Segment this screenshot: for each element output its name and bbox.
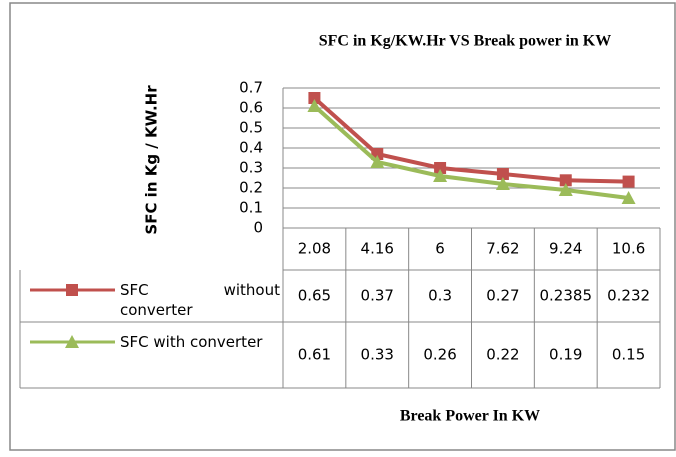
x-tick-label: 4.16 xyxy=(361,240,394,258)
x-tick-label: 2.08 xyxy=(298,240,331,258)
data-table-value: 0.15 xyxy=(612,346,645,364)
data-table-value: 0.232 xyxy=(607,287,650,305)
legend-label: SFC with converter xyxy=(120,333,263,351)
data-point xyxy=(558,183,573,196)
data-table-value: 0.61 xyxy=(298,346,331,364)
data-table-value: 0.37 xyxy=(361,287,394,305)
y-tick-label: 0 xyxy=(253,219,263,237)
y-tick-label: 0.5 xyxy=(239,119,263,137)
data-table-value: 0.22 xyxy=(486,346,519,364)
data-point xyxy=(370,155,385,168)
data-table-value: 0.65 xyxy=(298,287,331,305)
y-tick-label: 0.4 xyxy=(239,139,263,157)
legend-label: SFC without converter xyxy=(120,281,280,319)
data-table-value: 0.26 xyxy=(423,346,456,364)
data-point xyxy=(433,169,448,182)
data-point xyxy=(495,177,510,190)
data-point xyxy=(307,99,322,112)
data-point xyxy=(559,174,572,187)
y-tick-label: 0.2 xyxy=(239,179,263,197)
x-tick-label: 7.62 xyxy=(486,240,519,258)
data-table-value: 0.3 xyxy=(428,287,452,305)
series-line xyxy=(313,96,629,184)
data-table-value: 0.27 xyxy=(486,287,519,305)
legend-marker xyxy=(66,284,78,296)
chart-title: SFC in Kg/KW.Hr VS Break power in KW xyxy=(319,33,612,50)
data-table-value: 0.19 xyxy=(549,346,582,364)
x-tick-label: 6 xyxy=(435,240,445,258)
x-tick-label: 9.24 xyxy=(549,240,582,258)
data-point xyxy=(622,175,635,188)
series-line xyxy=(313,104,629,200)
y-tick-label: 0.7 xyxy=(239,79,263,97)
data-point xyxy=(621,191,636,204)
y-tick-label: 0.1 xyxy=(239,199,263,217)
x-axis-label: Break Power In KW xyxy=(400,408,540,425)
x-tick-label: 10.6 xyxy=(612,240,645,258)
data-point xyxy=(308,92,321,104)
chart-border xyxy=(9,2,676,451)
data-table-value: 0.33 xyxy=(361,346,394,364)
data-point xyxy=(434,162,447,174)
legend-marker xyxy=(65,335,79,348)
y-tick-label: 0.6 xyxy=(239,99,263,117)
y-tick-label: 0.3 xyxy=(239,159,263,177)
data-point xyxy=(496,168,509,180)
data-table-value: 0.2385 xyxy=(540,287,593,305)
y-axis-label: SFC in Kg / KW.Hr xyxy=(143,85,161,235)
